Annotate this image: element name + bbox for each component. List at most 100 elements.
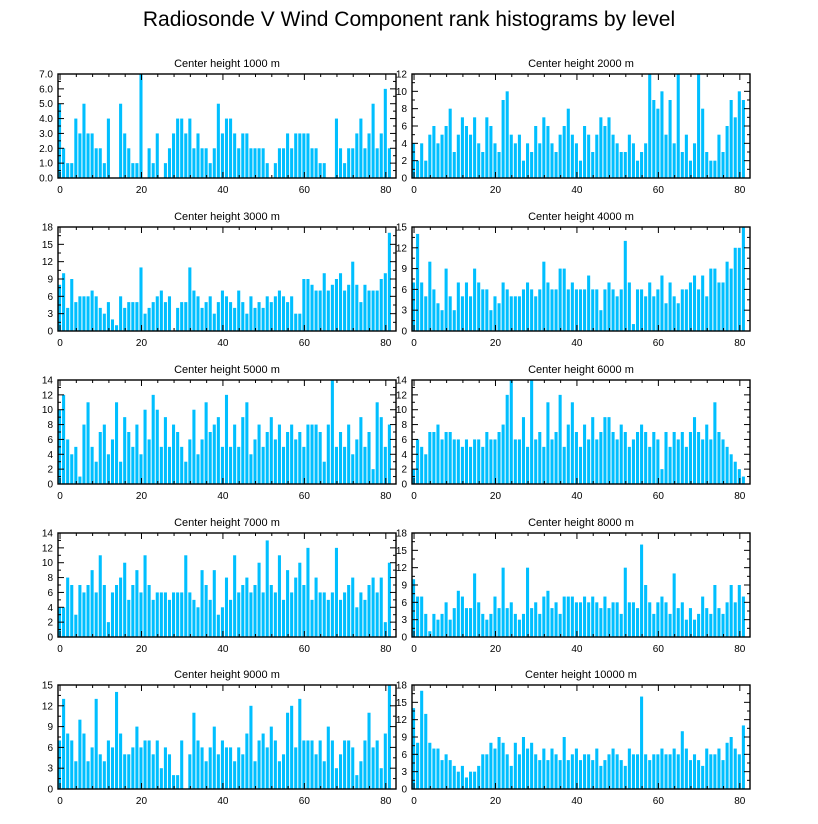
histogram-bar [440, 613, 444, 637]
histogram-bar [521, 613, 526, 637]
histogram-bar [456, 134, 460, 178]
histogram-bar [550, 439, 554, 484]
y-tick-label: 12 [396, 70, 408, 81]
histogram-bar [583, 289, 587, 331]
histogram-bar [265, 296, 269, 331]
histogram-bar [147, 585, 151, 637]
histogram-bar [167, 446, 172, 484]
y-tick-label: 12 [42, 701, 54, 712]
histogram-bar [725, 742, 729, 789]
histogram-bar [583, 754, 587, 789]
y-tick-label: 0 [401, 174, 407, 185]
y-tick-label: 6.0 [39, 84, 53, 95]
histogram-bar [131, 446, 135, 484]
y-tick-label: 15 [396, 698, 408, 709]
histogram-bar [351, 577, 355, 637]
histogram-bar [656, 289, 660, 331]
panel-title: Center height 4000 m [528, 211, 634, 223]
histogram-bar [363, 740, 367, 789]
histogram-bar [90, 570, 94, 637]
histogram-bar [428, 134, 432, 178]
histogram-bar [562, 737, 566, 789]
histogram-bar [550, 608, 554, 637]
histogram-bar [375, 740, 379, 789]
histogram-bar [611, 289, 615, 331]
histogram-bar [196, 740, 200, 789]
histogram-bar [733, 461, 737, 484]
histogram-bar [509, 765, 513, 789]
histogram-bar [265, 432, 269, 484]
histogram-bar [652, 432, 656, 484]
histogram-bar [306, 740, 310, 789]
histogram-bar [481, 613, 485, 637]
histogram-bar [558, 268, 562, 331]
x-tick-label: 40 [217, 338, 229, 349]
histogram-bar [436, 424, 440, 484]
histogram-bar [375, 148, 379, 178]
histogram-bar [473, 439, 477, 484]
histogram-bar [517, 439, 521, 484]
histogram-bar [220, 740, 224, 789]
histogram-bar [298, 313, 302, 331]
histogram-bar [74, 118, 78, 178]
x-tick-label: 40 [571, 185, 583, 196]
histogram-bar [591, 289, 595, 331]
figure-title: Radiosonde V Wind Component rank histogr… [142, 8, 676, 31]
histogram-bar [326, 290, 330, 331]
histogram-bar [420, 446, 424, 484]
histogram-bar [204, 585, 208, 637]
x-tick-label: 60 [653, 644, 665, 655]
x-tick-label: 0 [57, 491, 63, 502]
histogram-bar [241, 133, 245, 178]
histogram-bar [688, 608, 692, 637]
histogram-bar [680, 432, 684, 484]
histogram-bar [208, 599, 212, 637]
histogram-bar [383, 733, 387, 789]
x-tick-label: 40 [217, 185, 229, 196]
histogram-bar [224, 296, 229, 331]
histogram-bar [286, 432, 290, 484]
histogram-bar [192, 148, 196, 178]
histogram-bar [627, 134, 631, 178]
histogram-bar [497, 608, 501, 637]
histogram-bar [664, 602, 668, 637]
histogram-bar [257, 424, 261, 484]
histogram-bar [298, 133, 302, 178]
histogram-bar [725, 261, 729, 331]
histogram-bar [119, 103, 123, 178]
histogram-bar [672, 748, 676, 789]
histogram-bar [615, 143, 619, 178]
histogram-bar [538, 760, 542, 789]
histogram-bar [493, 596, 497, 637]
histogram-bar [660, 596, 664, 637]
histogram-bar [355, 775, 359, 789]
histogram-bar [184, 555, 188, 637]
histogram-bar [241, 754, 245, 789]
histogram-bar [253, 439, 257, 484]
x-tick-label: 60 [653, 338, 665, 349]
histogram-bar [94, 698, 98, 789]
histogram-bar [188, 267, 192, 331]
histogram-bar [115, 691, 119, 789]
histogram-bar [489, 613, 493, 637]
histogram-bar [310, 740, 314, 789]
histogram-bar [257, 302, 261, 331]
histogram-bar [159, 768, 163, 789]
histogram-bar [668, 613, 672, 637]
histogram-bar [464, 282, 469, 331]
histogram-bar [237, 446, 241, 484]
histogram-bar [70, 279, 74, 331]
histogram-bar [98, 754, 102, 789]
x-tick-label: 40 [571, 338, 583, 349]
histogram-bar [574, 748, 578, 789]
histogram-bar [204, 761, 208, 789]
histogram-bar [216, 302, 220, 331]
histogram-bar [741, 596, 745, 637]
histogram-bar [587, 602, 591, 637]
histogram-bar [163, 592, 167, 637]
y-tick-label: 6 [401, 285, 407, 296]
histogram-panel: 0 20 40 60 80 0 3 6 9 12 15 Center height 9000 m [42, 669, 397, 807]
histogram-bar [611, 602, 615, 637]
histogram-bar [131, 585, 135, 637]
histogram-bar [640, 696, 644, 789]
